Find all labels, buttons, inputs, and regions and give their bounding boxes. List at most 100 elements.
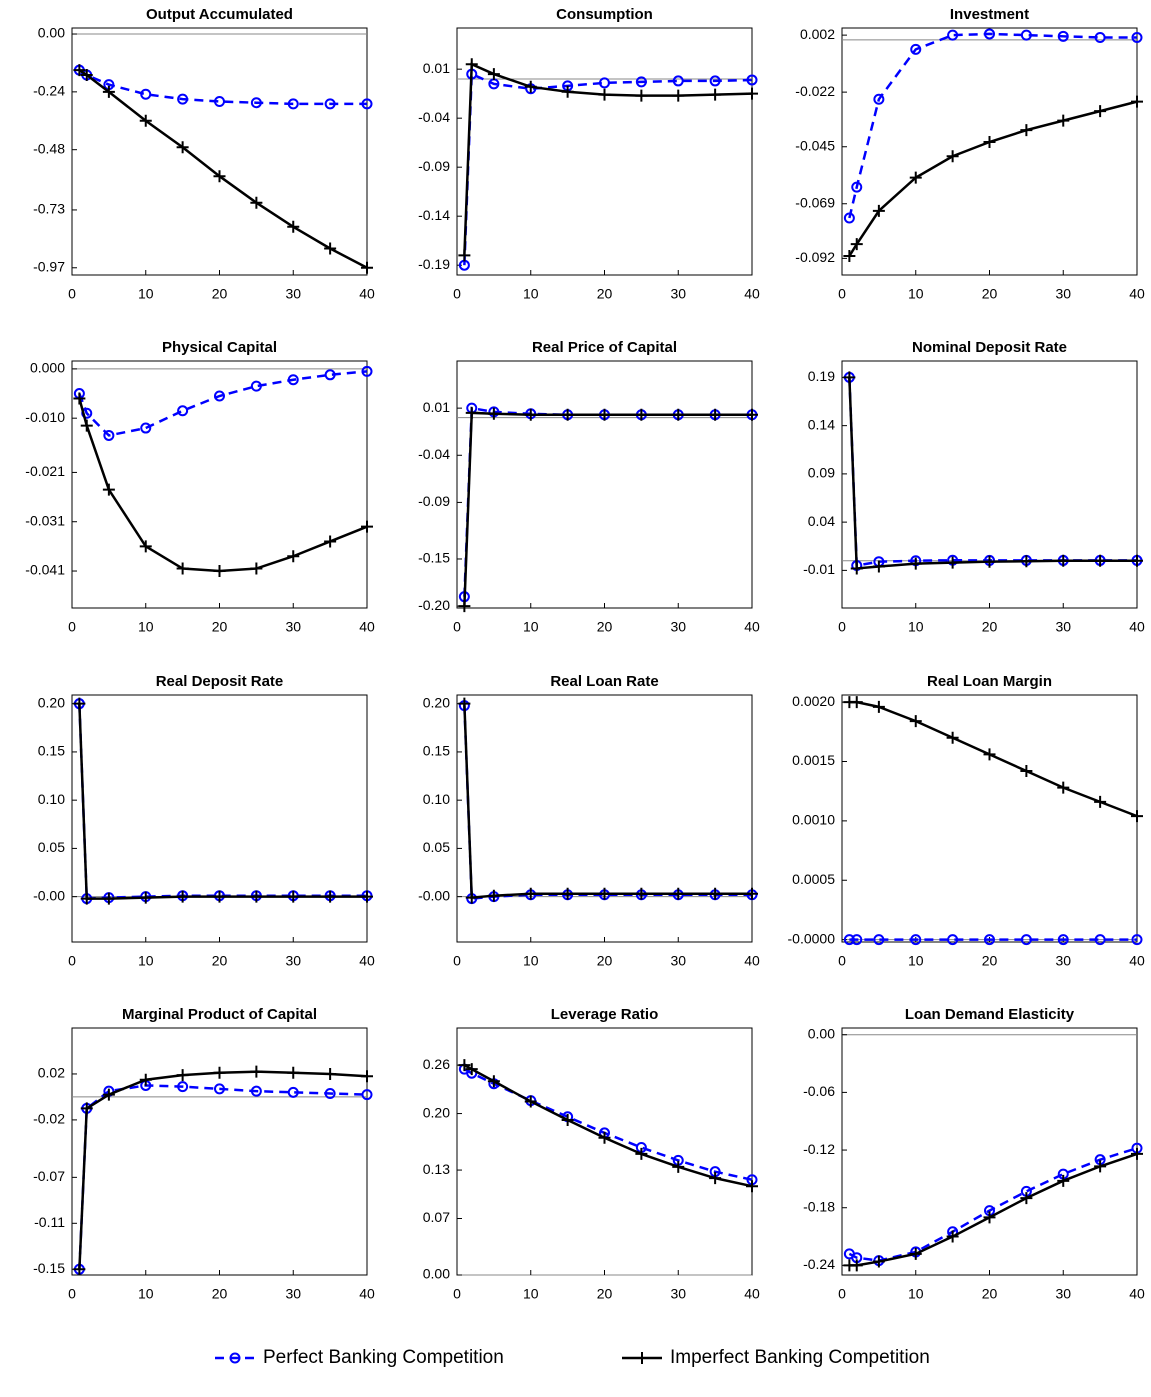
marker [80,1102,93,1115]
marker [946,731,959,744]
marker [487,68,500,81]
marker [177,93,189,105]
marker [909,715,922,728]
marker [1094,1160,1107,1173]
marker [250,890,263,903]
marker [850,562,863,575]
marker [176,1069,189,1082]
x-tick-label: 20 [597,1286,613,1302]
marker [1131,810,1143,823]
x-tick-label: 0 [838,1286,846,1302]
marker [872,560,885,573]
x-tick-label: 20 [982,619,998,635]
y-tick-label: -0.041 [25,562,65,578]
marker [983,555,996,568]
y-tick-label: -0.06 [803,1083,835,1099]
marker [324,242,337,255]
y-tick-label: 0.20 [38,694,65,710]
marker [250,562,263,575]
marker [910,43,922,55]
marker [140,88,152,100]
y-tick-label: 0.00 [808,1025,835,1041]
x-tick-label: 20 [212,619,228,635]
marker [1131,554,1143,567]
y-tick-label: 0.04 [808,513,835,529]
y-tick-label: 0.15 [423,743,450,759]
marker [1131,32,1143,43]
y-tick-label: -0.20 [418,597,450,613]
chart-title: Marginal Product of Capital [122,1006,317,1023]
series-line [463,1064,753,1188]
x-tick-label: 40 [359,1286,375,1302]
series-line [463,705,752,900]
marker [213,170,226,183]
marker [635,1147,648,1160]
y-tick-label: -0.18 [803,1198,835,1214]
series-line [463,406,752,597]
x-tick-label: 40 [359,953,375,969]
marker [1020,934,1032,946]
marker [1131,1147,1143,1160]
marker [635,408,648,421]
marker [872,700,885,713]
marker [709,408,722,421]
x-tick-label: 0 [453,1286,461,1302]
marker [324,890,337,903]
marker [361,365,373,377]
marker [1020,29,1032,41]
marker [465,891,478,904]
marker [872,1255,885,1268]
marker [561,408,574,421]
marker [487,1075,500,1088]
legend-label: Perfect Banking Competition [263,1347,504,1368]
marker [487,889,500,902]
chart-title: Real Loan Rate [550,673,658,690]
series-line [463,1068,753,1181]
marker [287,1066,300,1079]
marker [1020,765,1033,777]
plot-frame [71,1027,368,1276]
series-line [78,703,367,900]
y-tick-label: -0.19 [418,256,450,272]
y-tick-label: -0.07 [33,1168,65,1184]
x-tick-label: 40 [744,953,760,969]
marker [983,748,996,761]
plot-frame [456,27,753,276]
x-tick-label: 0 [838,619,846,635]
marker [709,1172,722,1185]
marker [250,380,262,392]
y-tick-label: -0.045 [795,137,835,153]
marker [73,697,86,710]
x-tick-label: 30 [1055,286,1071,302]
y-tick-label: -0.97 [33,258,65,274]
marker [746,1180,758,1193]
x-tick-label: 30 [285,286,301,302]
x-tick-label: 40 [1129,286,1145,302]
x-tick-label: 40 [744,286,760,302]
series-line [78,370,368,437]
marker [1057,554,1070,567]
marker [947,29,959,41]
marker [635,76,647,88]
marker [1020,555,1033,568]
y-tick-label: 0.20 [423,694,450,710]
chart-title: Real Price of Capital [532,339,677,356]
marker [598,887,611,900]
series-line [848,377,1137,568]
marker [103,429,115,441]
y-tick-label: 0.0020 [792,693,835,709]
x-tick-label: 0 [838,953,846,969]
marker [850,696,863,709]
marker [709,88,722,101]
plot-frame [841,1027,1138,1276]
y-tick-label: -0.092 [795,249,835,265]
y-tick-label: -0.021 [25,463,65,479]
y-tick-label: 0.002 [800,26,835,42]
x-tick-label: 30 [670,953,686,969]
marker [213,565,226,578]
marker [287,220,300,233]
plot-frame [456,694,753,943]
marker [746,408,758,421]
marker [946,150,959,163]
x-tick-label: 20 [597,619,613,635]
